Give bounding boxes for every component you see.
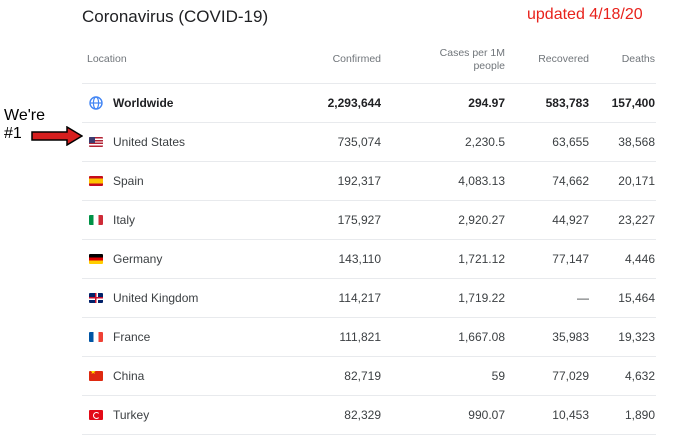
cases-per-1m-cell: 294.97 [382,83,506,123]
location-name: China [113,369,145,383]
cases-per-1m-cell: 1,721.12 [382,239,506,279]
table-row-united-kingdom[interactable]: United Kingdom 114,217 1,719.22 — 15,464 [82,278,656,318]
cases-per-1m-cell: 59 [382,356,506,396]
column-header-cases-line1: Cases per 1M [439,46,505,59]
table-row-france[interactable]: France 111,821 1,667.08 35,983 19,323 [82,317,656,357]
covid-stats-table: Location Confirmed Cases per 1M people R… [82,36,656,435]
recovered-cell: 44,927 [506,200,590,240]
location-cell: United States [82,122,282,162]
location-name: Germany [113,252,163,266]
cases-per-1m-cell: 4,083.13 [382,161,506,201]
annotation-line-2: #1 [4,125,22,142]
deaths-cell: 23,227 [590,200,656,240]
cases-per-1m-cell: 2,230.5 [382,122,506,162]
column-header-deaths[interactable]: Deaths [590,36,656,84]
table-row-united-states[interactable]: United States 735,074 2,230.5 63,655 38,… [82,122,656,162]
location-name: Worldwide [113,96,174,110]
cases-per-1m-cell: 1,667.08 [382,317,506,357]
table-row-worldwide[interactable]: Worldwide 2,293,644 294.97 583,783 157,4… [82,83,656,123]
turkey-flag-icon [89,410,103,420]
column-header-confirmed[interactable]: Confirmed [282,36,382,84]
us-flag-icon [89,137,103,147]
right-arrow-icon [31,126,83,146]
confirmed-cell: 82,719 [282,356,382,396]
france-flag-icon [89,332,103,342]
annotation-line-1: We're [4,107,45,124]
location-name: United States [113,135,186,149]
globe-icon [89,96,103,110]
table-row-italy[interactable]: Italy 175,927 2,920.27 44,927 23,227 [82,200,656,240]
recovered-cell: 10,453 [506,395,590,435]
deaths-cell: 157,400 [590,83,656,123]
recovered-cell: 74,662 [506,161,590,201]
recovered-cell: 77,147 [506,239,590,279]
location-cell: Italy [82,200,282,240]
confirmed-cell: 2,293,644 [282,83,382,123]
confirmed-cell: 175,927 [282,200,382,240]
recovered-cell: 35,983 [506,317,590,357]
deaths-cell: 4,632 [590,356,656,396]
deaths-cell: 20,171 [590,161,656,201]
spain-flag-icon [89,176,103,186]
deaths-cell: 19,323 [590,317,656,357]
cases-per-1m-cell: 2,920.27 [382,200,506,240]
location-cell: United Kingdom [82,278,282,318]
confirmed-cell: 114,217 [282,278,382,318]
location-name: France [113,330,151,344]
italy-flag-icon [89,215,103,225]
germany-flag-icon [89,254,103,264]
location-name: Italy [113,213,136,227]
table-row-china[interactable]: China 82,719 59 77,029 4,632 [82,356,656,396]
column-header-location[interactable]: Location [82,36,282,84]
uk-flag-icon [89,293,103,303]
location-cell: France [82,317,282,357]
location-name: Spain [113,174,144,188]
location-name: Turkey [113,408,150,422]
location-name: United Kingdom [113,291,199,305]
column-header-recovered[interactable]: Recovered [506,36,590,84]
location-cell: Spain [82,161,282,201]
confirmed-cell: 192,317 [282,161,382,201]
location-cell: China [82,356,282,396]
page-title: Coronavirus (COVID-19) [82,7,269,26]
location-cell: Worldwide [82,83,282,123]
table-row-turkey[interactable]: Turkey 82,329 990.07 10,453 1,890 [82,395,656,435]
deaths-cell: 4,446 [590,239,656,279]
table-header-row: Location Confirmed Cases per 1M people R… [82,36,656,84]
cases-per-1m-cell: 990.07 [382,395,506,435]
column-header-cases-per-1m[interactable]: Cases per 1M people [382,36,506,84]
table-row-spain[interactable]: Spain 192,317 4,083.13 74,662 20,171 [82,161,656,201]
recovered-cell: — [506,278,590,318]
deaths-cell: 38,568 [590,122,656,162]
location-cell: Turkey [82,395,282,435]
confirmed-cell: 82,329 [282,395,382,435]
table-row-germany[interactable]: Germany 143,110 1,721.12 77,147 4,446 [82,239,656,279]
confirmed-cell: 111,821 [282,317,382,357]
confirmed-cell: 735,074 [282,122,382,162]
recovered-cell: 583,783 [506,83,590,123]
location-cell: Germany [82,239,282,279]
recovered-cell: 77,029 [506,356,590,396]
deaths-cell: 15,464 [590,278,656,318]
confirmed-cell: 143,110 [282,239,382,279]
cases-per-1m-cell: 1,719.22 [382,278,506,318]
annotation-text: We're #1 [4,107,45,143]
recovered-cell: 63,655 [506,122,590,162]
deaths-cell: 1,890 [590,395,656,435]
column-header-cases-line2: people [473,59,505,72]
updated-date-label: updated 4/18/20 [527,6,643,23]
china-flag-icon [89,371,103,381]
